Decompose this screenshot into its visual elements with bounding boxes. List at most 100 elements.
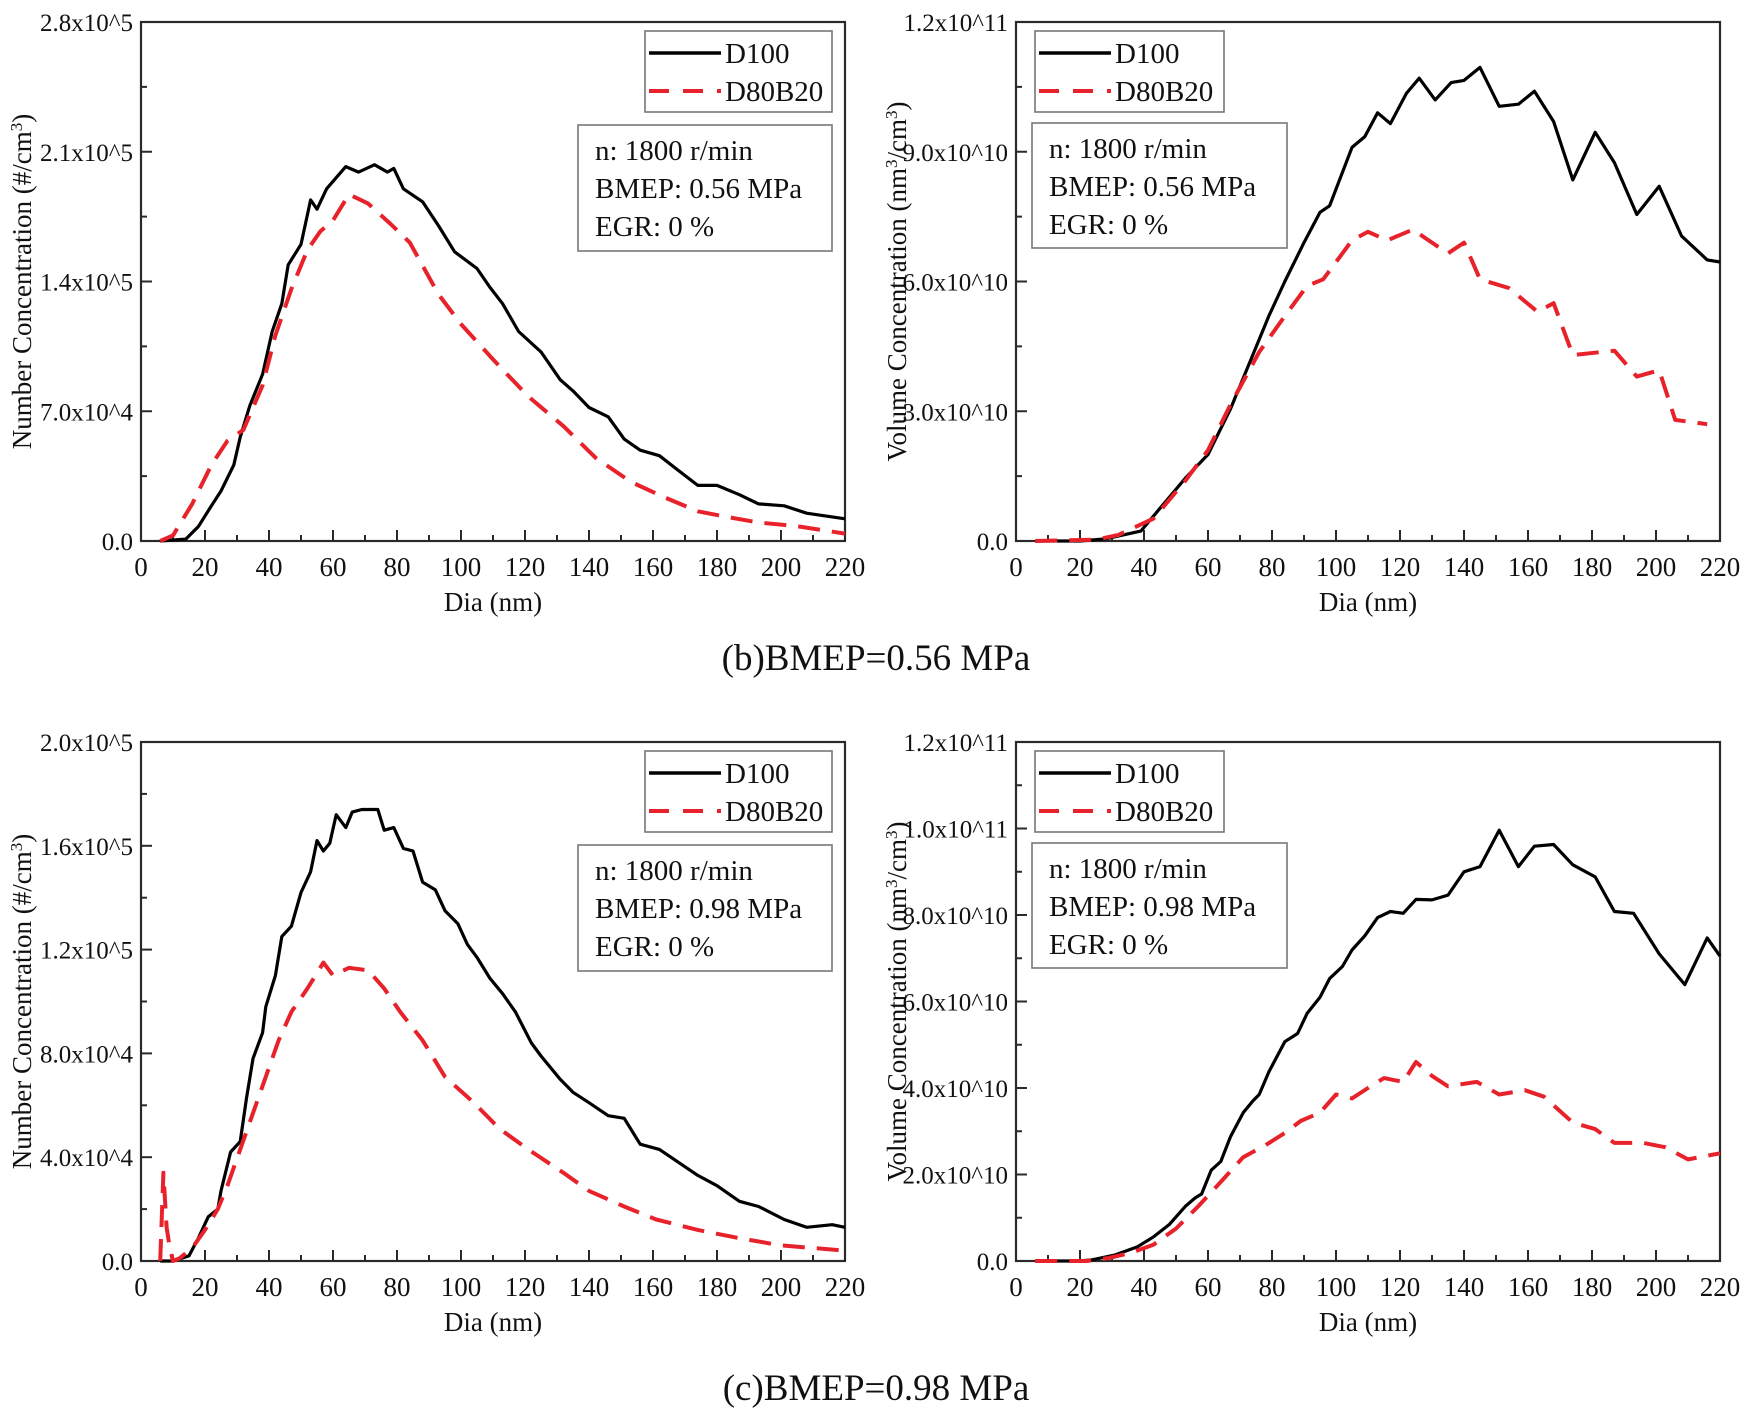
legend-label: D80B20 [1115,796,1213,828]
x-tick-label: 120 [505,1272,546,1302]
x-tick-label: 60 [320,1272,347,1302]
x-tick-label: 200 [1636,1272,1677,1302]
legend-label: D80B20 [1115,76,1213,108]
y-axis-label: Number Concentration (#/cm3) [7,114,38,449]
legend-label: D80B20 [725,76,823,108]
x-tick-label: 220 [1700,1272,1741,1302]
series-line-d100 [1035,828,1722,1263]
legend-label: D100 [725,38,789,70]
series-line-d80b20 [159,192,846,543]
series-line-d100 [160,163,846,543]
legend-label: D100 [725,758,789,790]
condition-annotation: n: 1800 r/min BMEP: 0.56 MPa EGR: 0 % [577,124,833,252]
annotation-line: BMEP: 0.98 MPa [1049,891,1256,923]
y-tick-label: 6.0x10^10 [903,270,1008,297]
x-tick-label: 0 [134,1272,148,1302]
annotation-box [577,124,833,252]
annotation-box [1031,842,1288,969]
x-tick-label: 100 [1316,552,1357,582]
y-tick-label: 1.2x10^11 [903,730,1008,757]
x-tick-label: 120 [1380,1272,1421,1302]
legend-box [644,30,833,113]
x-tick-label: 180 [697,1272,738,1302]
x-tick-label: 160 [1508,1272,1549,1302]
x-tick-label: 20 [1067,1272,1094,1302]
caption-b: (b)BMEP=0.56 MPa [722,638,1031,679]
x-tick-label: 40 [256,552,283,582]
x-tick-label: 120 [505,552,546,582]
chart-2: 0 20 40 60 80 100 120 140 160 180 200 220 0.0 4.0x10^… [7,730,866,1337]
x-tick-label: 80 [384,1272,411,1302]
y-tick-label: 1.0x10^11 [903,817,1008,844]
x-axis-label: Dia (nm) [444,1307,542,1337]
x-tick-label: 200 [761,552,802,582]
x-tick-label: 40 [256,1272,283,1302]
legend: D100 D80B20 [1034,30,1225,113]
y-tick-label: 4.0x10^4 [40,1145,133,1172]
y-tick-label: 1.2x10^11 [903,10,1008,37]
legend-label: D100 [1115,38,1179,70]
condition-annotation: n: 1800 r/min BMEP: 0.98 MPa EGR: 0 % [1031,842,1288,969]
x-tick-label: 20 [192,552,219,582]
x-tick-label: 180 [697,552,738,582]
legend-box [644,750,833,833]
x-tick-label: 60 [1195,552,1222,582]
y-tick-label: 2.1x10^5 [40,140,133,167]
chart-1: 0 20 40 60 80 100 120 140 160 180 200 220 0.0 3.0x10^… [882,10,1741,617]
y-axis-label: Volume Concentration (nm3/cm3) [882,822,913,1182]
annotation-line: EGR: 0 % [1049,209,1168,241]
y-tick-label: 6.0x10^10 [903,990,1008,1017]
x-tick-label: 0 [1009,552,1023,582]
x-tick-label: 180 [1572,552,1613,582]
x-tick-label: 120 [1380,552,1421,582]
annotation-line: BMEP: 0.56 MPa [595,173,802,205]
y-tick-label: 4.0x10^10 [903,1076,1008,1103]
x-tick-label: 140 [1444,552,1485,582]
annotation-box [1031,122,1288,249]
y-tick-label: 2.8x10^5 [40,10,133,37]
y-tick-label: 7.0x10^4 [40,399,133,426]
y-tick-label: 1.4x10^5 [40,270,133,297]
x-tick-label: 40 [1131,552,1158,582]
legend: D100 D80B20 [1034,750,1225,833]
y-tick-label: 8.0x10^10 [903,903,1008,930]
y-axis-label: Number Concentration (#/cm3) [7,834,38,1169]
y-tick-label: 0.0 [102,529,133,556]
condition-annotation: n: 1800 r/min BMEP: 0.98 MPa EGR: 0 % [577,844,833,972]
legend: D100 D80B20 [644,750,833,833]
annotation-line: EGR: 0 % [595,211,714,243]
annotation-line: BMEP: 0.98 MPa [595,893,802,925]
x-tick-label: 0 [134,552,148,582]
legend-box [1034,30,1225,113]
annotation-box [577,844,833,972]
annotation-line: EGR: 0 % [595,931,714,963]
x-tick-label: 140 [569,1272,610,1302]
y-tick-label: 3.0x10^10 [903,399,1008,426]
chart-0: 0 20 40 60 80 100 120 140 160 180 200 220 0.0 7.0x10^… [7,10,866,617]
x-axis-label: Dia (nm) [1319,1307,1417,1337]
annotation-line: EGR: 0 % [1049,929,1168,961]
x-tick-label: 20 [1067,552,1094,582]
x-tick-label: 100 [1316,1272,1357,1302]
x-tick-label: 220 [825,552,866,582]
x-tick-label: 160 [1508,552,1549,582]
x-tick-label: 80 [384,552,411,582]
caption-c: (c)BMEP=0.98 MPa [723,1368,1030,1409]
x-tick-label: 160 [633,1272,674,1302]
y-tick-label: 2.0x10^5 [40,730,133,757]
x-tick-label: 180 [1572,1272,1613,1302]
x-tick-label: 200 [1636,552,1677,582]
x-axis-label: Dia (nm) [1319,587,1417,617]
x-tick-label: 100 [441,1272,482,1302]
y-tick-label: 8.0x10^4 [40,1041,133,1068]
y-tick-label: 1.2x10^5 [40,938,133,965]
legend: D100 D80B20 [644,30,833,113]
x-tick-label: 80 [1259,1272,1286,1302]
chart-3: 0 20 40 60 80 100 120 140 160 180 200 220 0.0 2.0x10^… [882,730,1741,1337]
x-tick-label: 220 [825,1272,866,1302]
series-line-d80b20 [1035,1060,1721,1263]
annotation-line: n: 1800 r/min [595,855,753,887]
y-tick-label: 0.0 [977,1249,1008,1276]
y-tick-label: 1.6x10^5 [40,834,133,861]
